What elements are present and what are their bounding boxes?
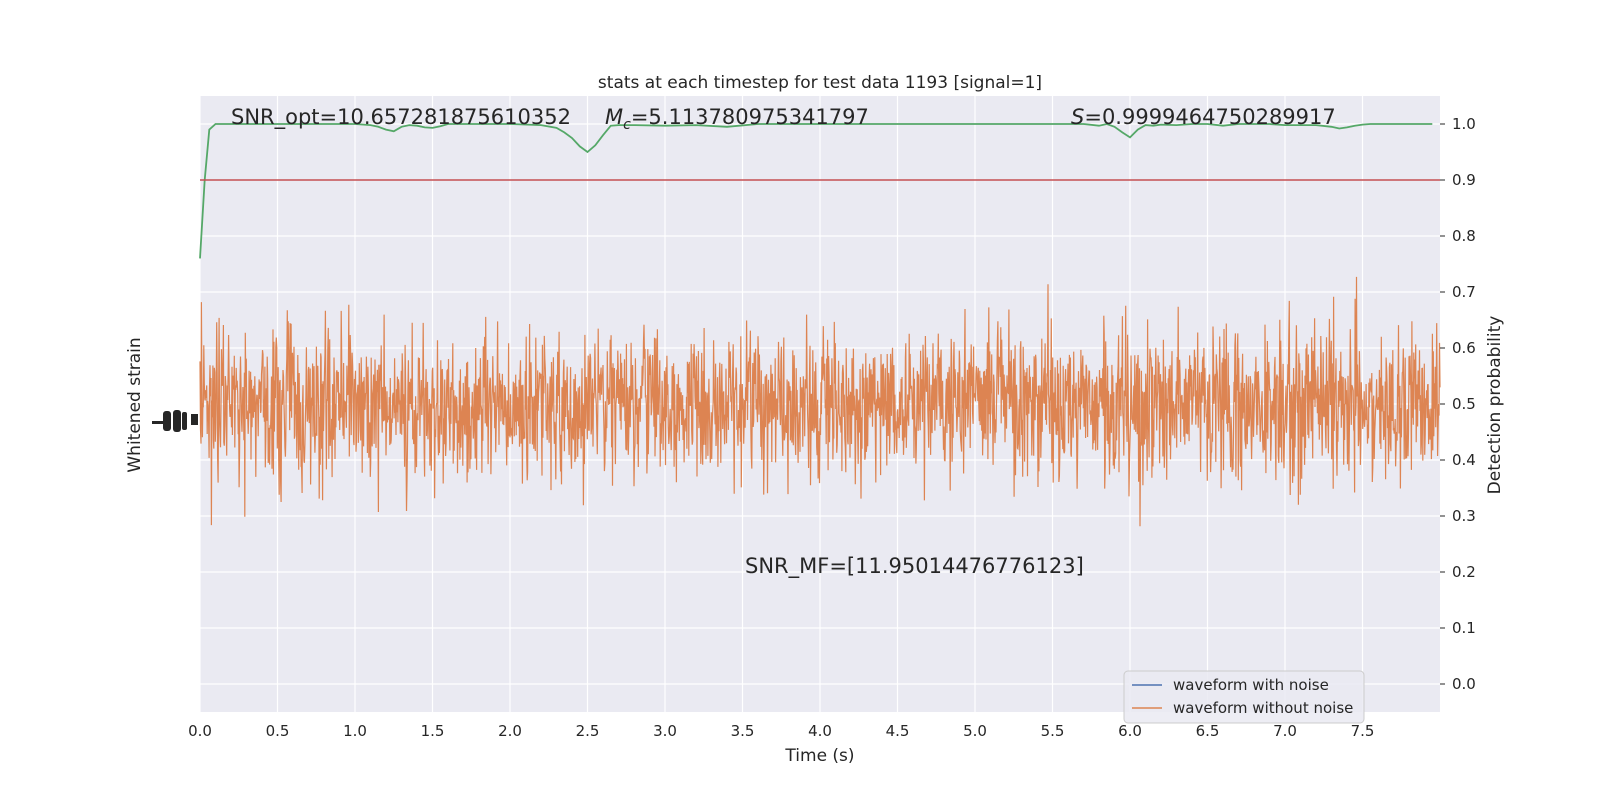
legend-label-without-noise: waveform without noise (1173, 699, 1353, 717)
x-tick-label: 1.5 (421, 722, 445, 740)
x-tick-label: 1.0 (343, 722, 367, 740)
x-tick-label: 2.0 (498, 722, 522, 740)
y-tick-label: 1.0 (1452, 115, 1476, 133)
y-axis-label-left: Whitened strain (125, 337, 145, 472)
y-tick-label: 0.4 (1452, 451, 1476, 469)
x-tick-label: 5.0 (963, 722, 987, 740)
strain-trace-without-noise (199, 276, 1441, 527)
y-tick-label: 0.1 (1452, 619, 1476, 637)
y-tick-labels: 0.0 0.1 0.2 0.3 0.4 0.5 0.6 0.7 0.8 0.9 1.0 (1440, 115, 1476, 693)
noisy-strain-trace (199, 276, 1441, 527)
overlap-annotation: S=0.9999464750289917 (1071, 105, 1336, 129)
snr-mf-annotation: SNR_MF=[11.95014476776123] (745, 554, 1084, 579)
x-tick-label: 3.5 (731, 722, 755, 740)
x-tick-label: 6.5 (1196, 722, 1220, 740)
chirp-mass-annotation: Mc=5.113780975341797 (605, 105, 869, 133)
x-tick-labels: 0.0 0.5 1.0 1.5 2.0 2.5 3.0 3.5 4.0 4.5 5.0 5.5 6.0 6… (188, 722, 1374, 740)
x-tick-label: 0.0 (188, 722, 212, 740)
x-axis-label: Time (s) (784, 746, 854, 766)
y-tick-label: 0.9 (1452, 171, 1476, 189)
series-lines (199, 123, 1440, 259)
x-tick-label: 4.5 (886, 722, 910, 740)
legend-label-with-noise: waveform with noise (1173, 676, 1329, 694)
y-axis-label-right: Detection probability (1485, 316, 1505, 495)
left-axis-tick-cluster (152, 410, 198, 432)
y-tick-label: 0.5 (1452, 395, 1476, 413)
x-tick-label: 6.0 (1118, 722, 1142, 740)
legend-box (1123, 670, 1365, 724)
x-tick-label: 2.5 (576, 722, 600, 740)
y-tick-label: 0.6 (1452, 339, 1476, 357)
y-tick-label: 0.0 (1452, 675, 1476, 693)
x-tick-label: 0.5 (266, 722, 290, 740)
x-tick-label: 4.0 (808, 722, 832, 740)
x-tick-label: 7.0 (1273, 722, 1297, 740)
detection-probability-line (199, 123, 1433, 259)
legend: waveform with noise waveform without noi… (1123, 670, 1365, 724)
chart-title: stats at each timestep for test data 119… (598, 73, 1042, 93)
y-tick-label: 0.8 (1452, 227, 1476, 245)
x-tick-label: 5.5 (1041, 722, 1065, 740)
x-tick-label: 7.5 (1351, 722, 1375, 740)
snr-opt-annotation: SNR_opt=10.657281875610352 (231, 105, 571, 130)
x-tick-label: 3.0 (653, 722, 677, 740)
y-tick-label: 0.7 (1452, 283, 1476, 301)
y-tick-label: 0.3 (1452, 507, 1476, 525)
y-tick-label: 0.2 (1452, 563, 1476, 581)
